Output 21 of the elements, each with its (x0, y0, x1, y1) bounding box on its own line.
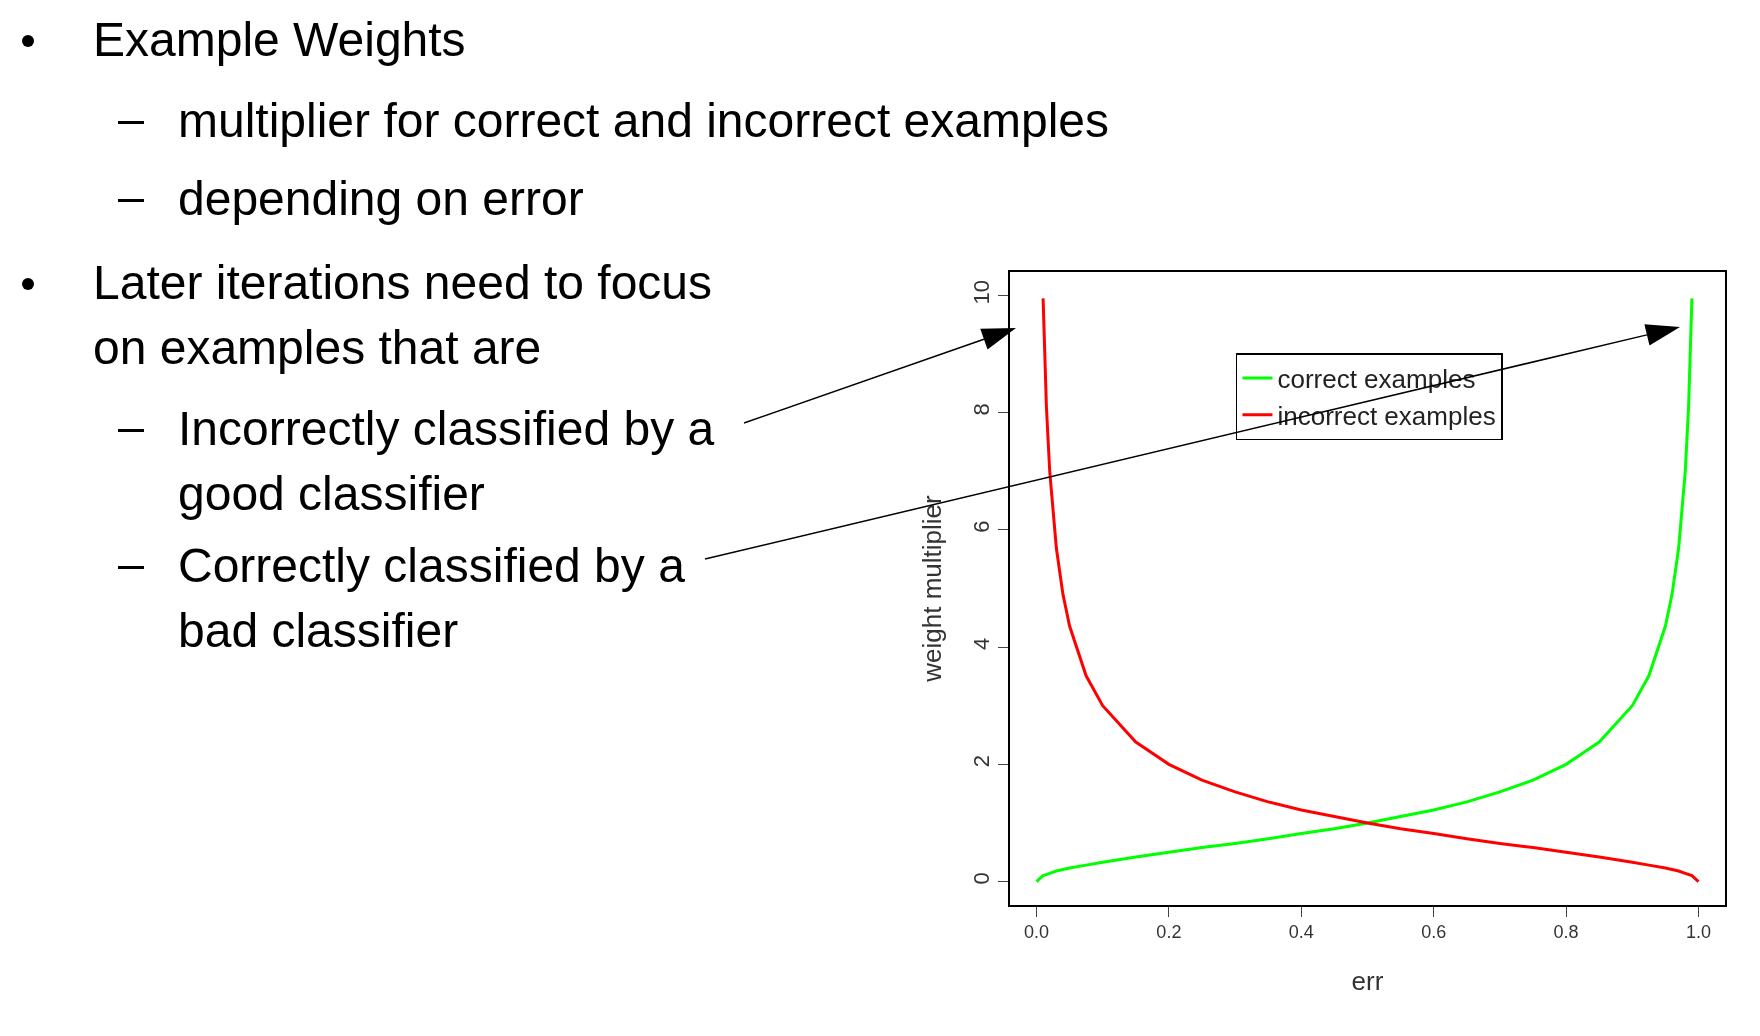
x-tick-label: 0.8 (1553, 922, 1579, 943)
y-axis-title: weight multiplier (917, 494, 948, 683)
y-tick-label: 6 (969, 520, 995, 533)
x-axis-title: err (1351, 965, 1384, 996)
x-tick-label: 0.2 (1156, 922, 1182, 943)
x-tick-label: 0.0 (1023, 922, 1049, 943)
x-tick-label: 1.0 (1686, 922, 1712, 943)
y-tick-label: 2 (969, 754, 995, 768)
text: Correctly classified by a bad classifier (178, 538, 686, 659)
y-tick-label: 10 (969, 279, 995, 305)
x-tick-label: 0.4 (1288, 922, 1314, 943)
text: depending on error (178, 171, 585, 227)
text: multiplier for correct and incorrect examples (178, 93, 1110, 149)
y-tick-label: 8 (969, 403, 995, 416)
y-tick-label: 0 (969, 872, 995, 885)
text: Example Weights (93, 12, 467, 68)
legend-label: correct examples (1277, 364, 1476, 395)
x-tick-label: 0.6 (1421, 922, 1447, 943)
y-tick-label: 4 (969, 637, 995, 650)
text: Incorrectly classified by a good classifier (178, 401, 716, 522)
text: Later iterations need to focus on examples that are (93, 255, 714, 376)
